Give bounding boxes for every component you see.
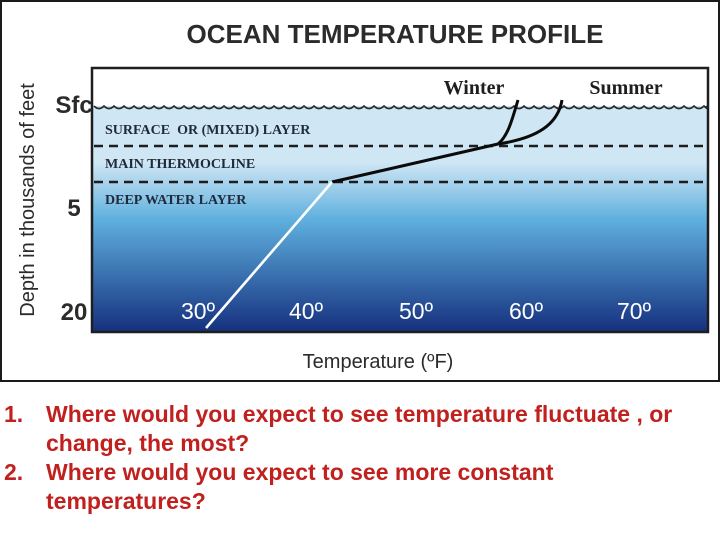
- x-axis-label: Temperature (ºF): [303, 351, 454, 373]
- question-list: 1. Where would you expect to see tempera…: [4, 400, 714, 516]
- wave-surface: [93, 104, 708, 110]
- question-number: 1.: [4, 401, 24, 427]
- water-region: [92, 106, 708, 332]
- deep-water-profile-line: [205, 181, 333, 329]
- question-item: 1. Where would you expect to see tempera…: [4, 400, 714, 458]
- thermocline-profile-line: [331, 142, 499, 184]
- x-tick-label: 60º: [509, 298, 544, 324]
- diagram-title: OCEAN TEMPERATURE PROFILE: [187, 19, 604, 49]
- layer-label-thermocline: MAIN THERMOCLINE: [105, 157, 255, 172]
- layer-label-surface: SURFACE OR (MIXED) LAYER: [105, 123, 311, 138]
- winter-label: Winter: [444, 77, 505, 99]
- plot-frame: [90, 66, 710, 334]
- y-axis-label: Depth in thousands of feet: [17, 83, 39, 317]
- ocean-temperature-diagram: OCEAN TEMPERATURE PROFILE SURFACE OR (MI…: [17, 19, 710, 373]
- air-region: [92, 68, 708, 108]
- question-number: 2.: [4, 459, 24, 485]
- question-text: Where would you expect to see temperatur…: [46, 401, 673, 456]
- winter-curve: [496, 99, 520, 146]
- y-tick-label: Sfc: [55, 92, 92, 119]
- x-tick-label: 30º: [181, 298, 216, 324]
- x-tick-label: 40º: [289, 298, 324, 324]
- question-item: 2. Where would you expect to see more co…: [4, 458, 714, 516]
- y-tick-label: 5: [67, 195, 80, 222]
- x-tick-label: 70º: [617, 298, 652, 324]
- summer-curve: [497, 99, 564, 146]
- y-tick-label: 20: [61, 299, 88, 326]
- layer-label-deep-water: DEEP WATER LAYER: [105, 193, 247, 208]
- x-tick-label: 50º: [399, 298, 434, 324]
- summer-label: Summer: [589, 77, 662, 99]
- ocean-temperature-figure: OCEAN TEMPERATURE PROFILE SURFACE OR (MI…: [0, 0, 720, 382]
- question-text: Where would you expect to see more const…: [46, 459, 554, 514]
